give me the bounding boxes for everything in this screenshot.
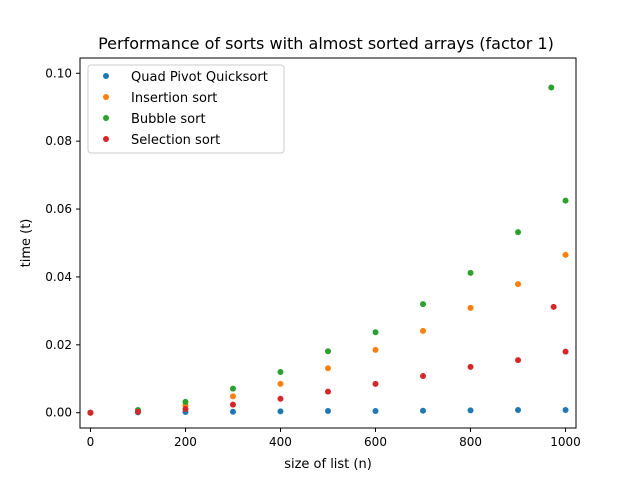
data-point — [372, 346, 379, 353]
data-point — [467, 363, 474, 370]
y-tick-label: 0.06 — [45, 202, 72, 216]
data-point — [182, 405, 189, 412]
data-point — [420, 301, 427, 308]
legend: Quad Pivot Quicksort Insertion sort Bubble… — [87, 64, 285, 154]
data-point — [562, 251, 569, 258]
data-point — [562, 407, 569, 414]
x-axis: 0 200 400 600 800 1000 — [87, 428, 581, 449]
plot-area — [79, 57, 577, 429]
data-point — [372, 380, 379, 387]
data-point — [548, 84, 555, 91]
data-point — [467, 407, 474, 414]
data-point — [515, 281, 522, 288]
x-tick-label: 800 — [459, 435, 482, 449]
data-point — [277, 395, 284, 402]
x-tick-label: 200 — [174, 435, 197, 449]
data-point — [550, 303, 557, 310]
legend-label: Selection sort — [131, 133, 220, 148]
data-point — [420, 327, 427, 334]
legend-box — [87, 64, 285, 154]
data-point — [229, 408, 236, 415]
legend-label: Quad Pivot Quicksort — [131, 70, 268, 85]
data-point — [467, 269, 474, 276]
x-tick-label: 400 — [269, 435, 292, 449]
series-3 — [87, 303, 569, 416]
data-point — [515, 229, 522, 236]
data-point — [229, 393, 236, 400]
legend-label: Bubble sort — [131, 112, 206, 127]
legend-marker — [103, 115, 109, 121]
data-point — [134, 408, 141, 415]
data-point — [467, 304, 474, 311]
data-point — [420, 373, 427, 380]
data-point — [325, 388, 331, 395]
plot-frame — [79, 57, 577, 429]
data-point — [277, 408, 284, 415]
y-tick-label: 0.04 — [45, 270, 72, 284]
y-tick-label: 0.08 — [45, 134, 72, 148]
y-axis: 0.00 0.02 0.04 0.06 0.08 0.10 — [45, 66, 80, 420]
data-point — [372, 408, 379, 415]
legend-label: Insertion sort — [131, 91, 217, 106]
chart-title: Performance of sorts with almost sorted … — [98, 34, 554, 53]
x-tick-label: 600 — [364, 435, 387, 449]
data-point — [182, 398, 189, 405]
y-axis-label: time (t) — [19, 219, 34, 268]
data-point — [562, 197, 569, 204]
legend-items: Quad Pivot Quicksort Insertion sort Bubble… — [103, 70, 268, 148]
legend-marker — [103, 94, 109, 100]
data-point — [562, 348, 569, 355]
data-point — [325, 365, 331, 372]
y-tick-label: 0.00 — [45, 406, 72, 420]
data-point — [325, 408, 331, 415]
y-tick-label: 0.02 — [45, 338, 72, 352]
data-point — [515, 407, 522, 414]
legend-marker — [103, 73, 109, 79]
data-point — [372, 329, 379, 336]
data-point — [277, 380, 284, 387]
x-axis-label: size of list (n) — [284, 457, 372, 472]
data-point — [229, 401, 236, 408]
data-point — [87, 409, 94, 416]
y-tick-label: 0.10 — [45, 66, 72, 80]
x-tick-label: 0 — [87, 435, 95, 449]
data-point — [515, 357, 522, 364]
legend-marker — [103, 136, 109, 142]
data-point — [420, 407, 427, 414]
x-tick-label: 1000 — [550, 435, 581, 449]
data-point — [325, 348, 331, 355]
data-points — [87, 84, 569, 416]
data-point — [277, 368, 284, 375]
data-point — [229, 385, 236, 392]
